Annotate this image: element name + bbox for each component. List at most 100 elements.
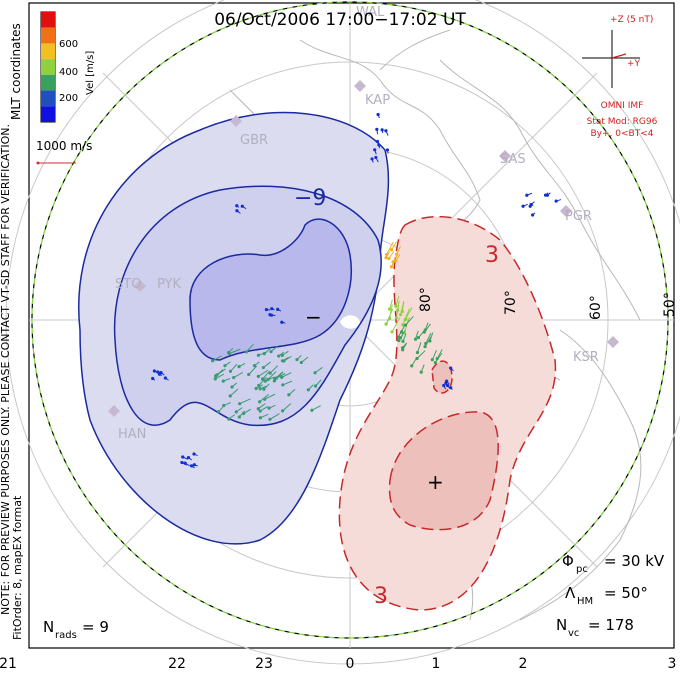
velocity-vector	[389, 299, 393, 310]
velocity-vector	[258, 369, 269, 377]
velocity-vector-origin	[373, 148, 377, 152]
velocity-vector-origin	[449, 386, 453, 390]
velocity-vector	[395, 296, 400, 307]
velocity-vector-origin	[313, 371, 317, 375]
latitude-labels: 60° 50° 70° 80°	[418, 287, 678, 320]
station-han: HAN	[118, 427, 146, 442]
mlt-tick-1: 1	[432, 656, 441, 672]
velocity-vector-origin	[435, 356, 439, 361]
positive-cell-outer	[338, 215, 557, 611]
velocity-vector-origin	[280, 375, 284, 379]
velocity-vector-origin	[525, 193, 529, 197]
velocity-vector-origin	[521, 204, 525, 208]
velocity-vector-origin	[263, 397, 267, 401]
map-stats: Φ pc = 30 kV Λ HM = 50° N vc = 178 N rad…	[43, 552, 665, 641]
velocity-vector-origin	[234, 410, 238, 414]
imf-source: OMNI IMF	[601, 101, 644, 111]
velocity-vector	[401, 301, 405, 312]
velocity-vector	[215, 368, 226, 377]
velocity-vector-origin	[397, 338, 401, 343]
lat-label-70: 70°	[503, 290, 519, 315]
velocity-vector-origin	[442, 383, 446, 388]
velocity-vector	[434, 352, 443, 363]
velocity-vector	[402, 312, 409, 325]
colorbar-tick-400: 400	[59, 67, 78, 78]
velocity-vector-origin	[410, 364, 414, 368]
velocity-vector-origin	[384, 129, 388, 133]
colorbar-segment	[41, 27, 55, 44]
velocity-vector	[416, 350, 426, 359]
imf-axis-y: +Y	[627, 59, 641, 69]
velocity-vector-origin	[244, 350, 248, 354]
velocity-vector-origin	[226, 351, 231, 355]
lat-label-50: 50°	[662, 292, 678, 317]
velocity-vector	[423, 323, 431, 333]
lambda-hm-value: = 50°	[604, 584, 648, 602]
velocity-vector-origin	[394, 304, 398, 308]
velocity-vector-origin	[277, 354, 281, 358]
velocity-vector-origin	[186, 455, 191, 460]
velocity-vector-origin	[230, 385, 234, 389]
mlt-tick-21: 21	[0, 656, 17, 672]
mlt-tick-3: 3	[668, 656, 677, 672]
positive-cell-core	[388, 411, 499, 531]
negative-contour-label: −9	[294, 186, 326, 211]
velocity-vector-origin	[310, 408, 314, 412]
velocity-vector-origin	[389, 265, 393, 269]
velocity-vector-origin	[419, 370, 423, 374]
velocity-vector-origin	[545, 193, 549, 197]
velocity-vector-origin	[227, 417, 231, 421]
velocity-vector-origin	[237, 364, 241, 369]
velocity-vector	[282, 403, 292, 412]
velocity-vector-origin	[232, 375, 236, 380]
nvc-value: = 178	[588, 616, 634, 634]
lambda-hm-sub: HM	[577, 596, 593, 607]
velocity-vector	[417, 342, 422, 353]
imf-info: OMNI IMF Stat Mod: RG96 By+, 0<BT<4	[587, 101, 658, 139]
velocity-vector-origin	[268, 417, 272, 421]
velocity-vector-origin	[268, 313, 272, 317]
velocity-vector-origin	[400, 346, 405, 350]
nrads-symbol: N	[43, 618, 54, 636]
lambda-hm-symbol: Λ	[565, 584, 576, 602]
velocity-vector-origin	[280, 353, 284, 357]
colorbar-segment	[41, 106, 55, 122]
velocity-vector-origin	[374, 155, 378, 160]
velocity-vector-origin	[388, 316, 392, 321]
velocity-vector-origin	[258, 400, 262, 404]
station-pyk: PYK	[157, 277, 181, 292]
positive-contour-label-top: 3	[485, 243, 499, 268]
velocity-vector-origin	[430, 358, 434, 362]
velocity-vector-origin	[428, 339, 432, 343]
velocity-vector-origin	[416, 335, 421, 340]
velocity-vector	[212, 355, 222, 362]
velocity-vector	[258, 376, 267, 386]
velocity-vector-origin	[387, 256, 391, 261]
velocity-vector-origin	[554, 199, 558, 203]
velocity-vector-origin	[276, 307, 280, 311]
velocity-vector	[431, 349, 438, 360]
station-wal: WAL	[356, 5, 385, 20]
velocity-vector-origin	[380, 128, 384, 132]
velocity-vector-origin	[280, 359, 285, 363]
velocity-vector-origin	[240, 204, 244, 208]
velocity-vector	[404, 315, 414, 326]
velocity-vector-origin	[151, 376, 155, 381]
velocity-vector	[391, 317, 401, 333]
velocity-vector	[245, 343, 254, 353]
velocity-vector-origin	[390, 330, 394, 334]
velocity-vector-origin	[295, 357, 299, 362]
velocity-vector	[239, 398, 251, 405]
velocity-vector-origin	[388, 307, 392, 311]
fit-order-note: FitOrder: 8, mapEX format	[11, 495, 24, 640]
velocity-vector-origin	[401, 339, 405, 344]
colorbar-segment	[41, 74, 55, 91]
velocity-vector-origin	[415, 350, 420, 355]
colorbar-label: Vel [m/s]	[85, 51, 96, 95]
nvc-symbol: N	[556, 616, 567, 634]
velocity-vector-origin	[235, 204, 239, 208]
velocity-vector-origin	[399, 330, 404, 334]
velocity-vector-origin	[313, 384, 318, 388]
preview-note: NOTE: FOR PREVIEW PURPOSES ONLY. PLEASE …	[0, 124, 12, 615]
